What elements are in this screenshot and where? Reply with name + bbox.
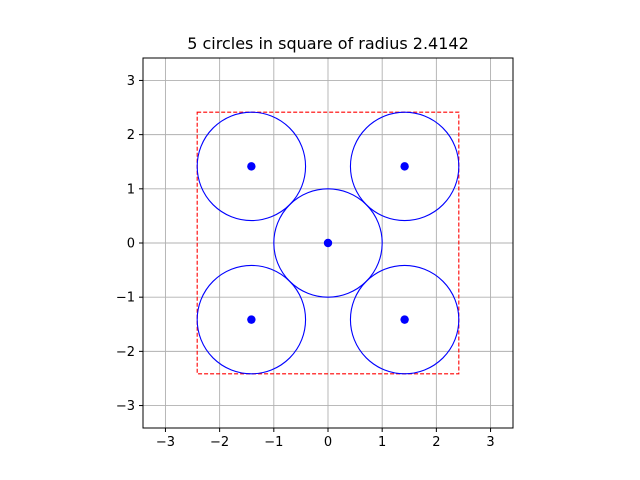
bounding-square (196, 111, 460, 375)
y-tick-label-1: −2 (116, 345, 135, 360)
circle-1 (349, 111, 460, 222)
center-point-3 (247, 315, 256, 324)
plot-area: −3 −2 −1 0 1 2 3 −3 −2 −1 0 1 2 3 (116, 57, 514, 450)
y-tick-label-3: 0 (127, 237, 135, 252)
x-tick-label-0: −3 (156, 435, 175, 450)
chart-title: 5 circles in square of radius 2.4142 (187, 34, 469, 53)
center-point-4 (400, 315, 409, 324)
center-point-0 (247, 162, 256, 171)
x-tick-label-4: 1 (378, 435, 386, 450)
x-tick-label-1: −2 (210, 435, 229, 450)
x-tick-label-3: 0 (324, 435, 332, 450)
x-tick-label-6: 3 (486, 435, 494, 450)
y-tick-label-6: 3 (127, 74, 135, 89)
circle-0 (196, 111, 307, 222)
y-tick-label-2: −1 (116, 291, 135, 306)
y-tick-label-0: −3 (116, 399, 135, 414)
y-tick-label-4: 1 (127, 182, 135, 197)
circle-4 (349, 264, 460, 375)
center-point-2 (323, 238, 333, 248)
center-point-1 (400, 162, 409, 171)
circle-3 (196, 264, 307, 375)
x-tick-label-2: −1 (264, 435, 283, 450)
x-tick-label-5: 2 (432, 435, 440, 450)
y-tick-label-5: 2 (127, 128, 135, 143)
circle-2 (273, 188, 383, 298)
